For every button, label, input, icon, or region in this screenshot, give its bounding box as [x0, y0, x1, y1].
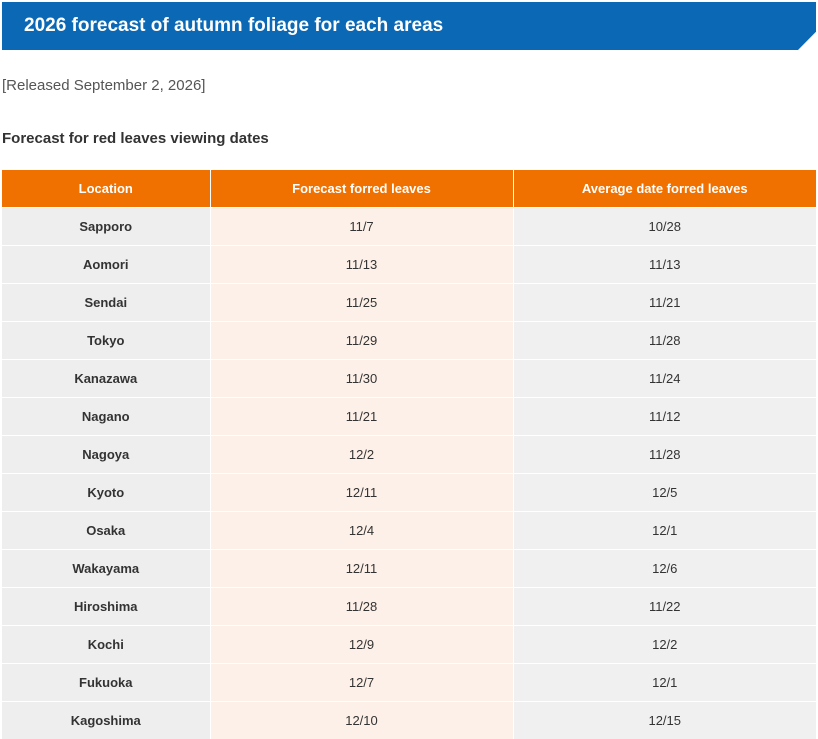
average-date-cell: 11/28 [513, 436, 816, 474]
page-header-banner: 2026 forecast of autumn foliage for each… [2, 2, 816, 50]
forecast-date-cell: 12/11 [210, 474, 513, 512]
location-cell: Osaka [2, 512, 210, 550]
location-cell: Nagoya [2, 436, 210, 474]
location-cell: Kochi [2, 626, 210, 664]
forecast-date-cell: 11/7 [210, 208, 513, 246]
average-date-cell: 11/12 [513, 398, 816, 436]
column-header-forecast: Forecast forred leaves [210, 170, 513, 208]
average-date-cell: 12/15 [513, 702, 816, 739]
average-date-cell: 11/21 [513, 284, 816, 322]
table-header-row: Location Forecast forred leaves Average … [2, 170, 816, 208]
location-cell: Kagoshima [2, 702, 210, 739]
release-date: [Released September 2, 2026] [2, 77, 205, 94]
forecast-date-cell: 11/29 [210, 322, 513, 360]
forecast-date-cell: 11/13 [210, 246, 513, 284]
forecast-date-cell: 12/10 [210, 702, 513, 739]
forecast-date-cell: 12/11 [210, 550, 513, 588]
average-date-cell: 12/1 [513, 512, 816, 550]
forecast-date-cell: 11/28 [210, 588, 513, 626]
average-date-cell: 12/6 [513, 550, 816, 588]
average-date-cell: 11/13 [513, 246, 816, 284]
location-cell: Hiroshima [2, 588, 210, 626]
page-title: 2026 forecast of autumn foliage for each… [24, 2, 443, 50]
forecast-date-cell: 12/2 [210, 436, 513, 474]
foliage-forecast-table: Location Forecast forred leaves Average … [2, 170, 816, 739]
column-header-average: Average date forred leaves [513, 170, 816, 208]
average-date-cell: 10/28 [513, 208, 816, 246]
average-date-cell: 11/22 [513, 588, 816, 626]
forecast-date-cell: 12/4 [210, 512, 513, 550]
location-cell: Kyoto [2, 474, 210, 512]
location-cell: Tokyo [2, 322, 210, 360]
location-cell: Aomori [2, 246, 210, 284]
forecast-date-cell: 11/30 [210, 360, 513, 398]
average-date-cell: 11/24 [513, 360, 816, 398]
average-date-cell: 12/2 [513, 626, 816, 664]
average-date-cell: 11/28 [513, 322, 816, 360]
average-date-cell: 12/1 [513, 664, 816, 702]
location-cell: Sendai [2, 284, 210, 322]
location-cell: Nagano [2, 398, 210, 436]
location-cell: Wakayama [2, 550, 210, 588]
forecast-date-cell: 11/21 [210, 398, 513, 436]
average-date-cell: 12/5 [513, 474, 816, 512]
location-cell: Kanazawa [2, 360, 210, 398]
location-cell: Sapporo [2, 208, 210, 246]
forecast-date-cell: 12/7 [210, 664, 513, 702]
forecast-date-cell: 11/25 [210, 284, 513, 322]
location-cell: Fukuoka [2, 664, 210, 702]
forecast-date-cell: 12/9 [210, 626, 513, 664]
section-title: Forecast for red leaves viewing dates [2, 130, 269, 147]
column-header-location: Location [2, 170, 210, 208]
